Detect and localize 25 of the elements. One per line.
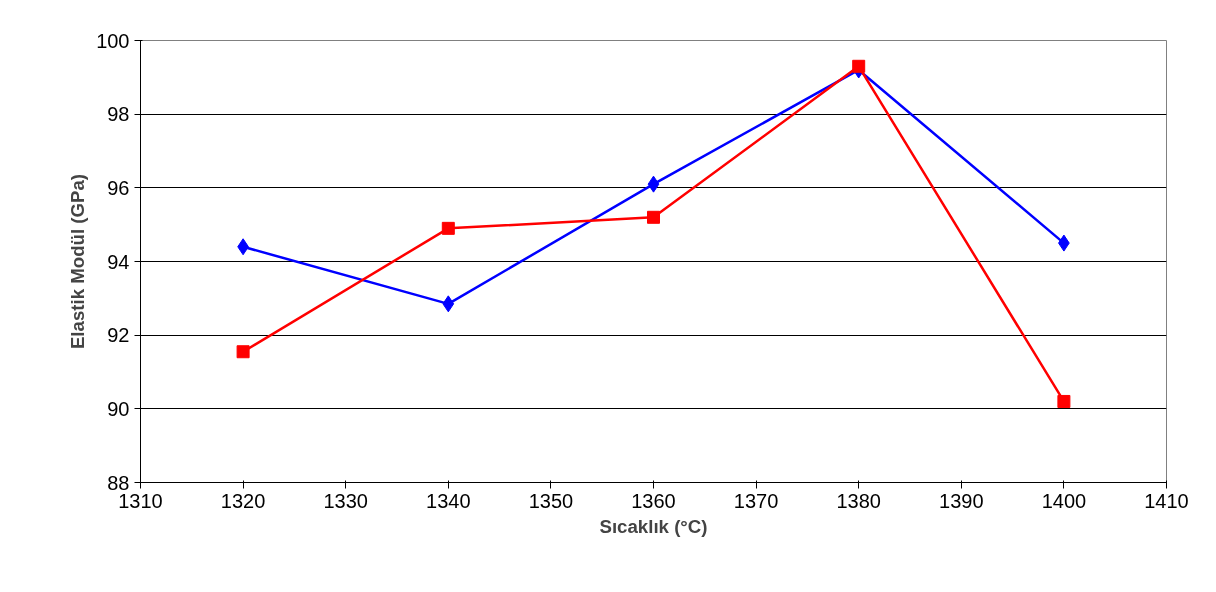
point — [442, 295, 455, 313]
x-tick-label: 1380 — [836, 489, 881, 512]
y-tick-label: 90 — [107, 397, 130, 420]
x-tick-label: 1370 — [733, 489, 779, 512]
point — [236, 345, 250, 359]
x-tick-label: 1360 — [631, 489, 676, 512]
x-tick-label: 1350 — [528, 489, 574, 512]
y-tick-label: 96 — [107, 176, 130, 199]
x-tick-label: 1390 — [939, 489, 984, 512]
y-tick-label: 94 — [107, 250, 130, 273]
x-tick-label: 1320 — [220, 489, 266, 512]
point — [647, 210, 660, 224]
x-tick-label: 1410 — [1144, 489, 1189, 512]
point — [647, 175, 660, 193]
y-axis-title: Elastik Modül (GPa) — [67, 173, 89, 350]
y-tick-label: 100 — [96, 29, 130, 52]
point — [441, 221, 455, 235]
x-tick-label: 1330 — [323, 489, 368, 512]
point — [852, 59, 866, 73]
x-tick-label: 1400 — [1041, 489, 1087, 512]
y-tick-label: 92 — [107, 324, 130, 347]
x-tick-label: 1340 — [426, 489, 471, 512]
x-axis-title: Sıcaklık (°C) — [599, 515, 708, 537]
y-tick-label: 98 — [107, 103, 130, 126]
point — [1057, 394, 1071, 408]
